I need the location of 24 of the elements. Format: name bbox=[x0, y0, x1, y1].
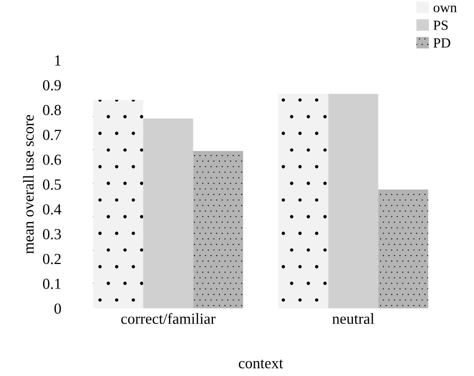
y-tick-label: 0.8 bbox=[42, 104, 61, 116]
x-axis-title: context bbox=[238, 360, 284, 368]
y-tick-label: 0 bbox=[54, 303, 61, 314]
y-axis-title: mean overall use score bbox=[22, 114, 34, 254]
x-tick-label: correct/familiar bbox=[121, 313, 216, 324]
legend-label: PS bbox=[433, 20, 448, 30]
y-tick-label: 0.4 bbox=[42, 204, 62, 215]
bar bbox=[143, 118, 194, 308]
x-tick-label: neutral bbox=[332, 313, 374, 324]
y-tick-label: 0.2 bbox=[42, 254, 61, 264]
y-tick-label: 0.6 bbox=[42, 154, 62, 165]
bar bbox=[193, 150, 244, 308]
bar bbox=[378, 189, 428, 308]
bar bbox=[93, 100, 144, 308]
y-tick-label: 0.9 bbox=[42, 80, 61, 90]
y-tick-label: 0.7 bbox=[42, 130, 62, 140]
y-tick-label: 1 bbox=[55, 55, 61, 66]
legend-label: own bbox=[434, 6, 457, 12]
y-tick-label: 0.1 bbox=[42, 278, 61, 290]
legend-label: PD bbox=[433, 38, 450, 48]
y-tick-label: 0.5 bbox=[42, 179, 61, 190]
bar bbox=[328, 94, 378, 308]
bar bbox=[278, 94, 328, 308]
y-tick-label: 0.3 bbox=[42, 229, 61, 240]
